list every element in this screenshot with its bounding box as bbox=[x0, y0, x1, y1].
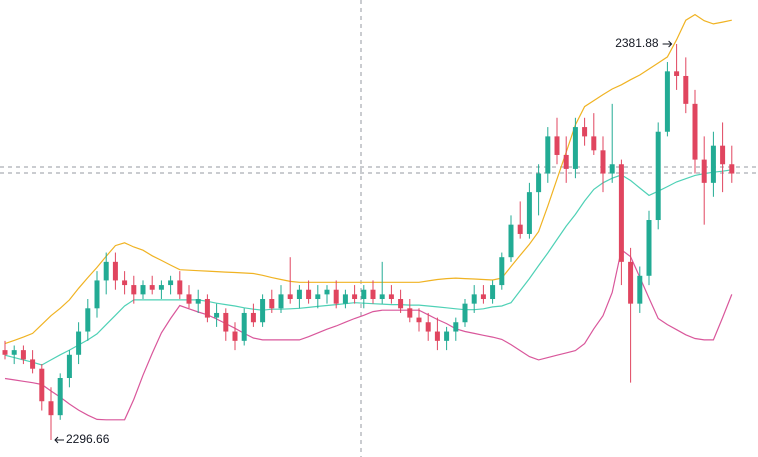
low-label: 2296.66 bbox=[66, 432, 110, 446]
candle-body bbox=[582, 127, 588, 137]
candle-body bbox=[637, 275, 643, 304]
candle-body bbox=[352, 294, 358, 300]
candle-body bbox=[361, 289, 367, 300]
candle-body bbox=[260, 299, 266, 323]
candle-body bbox=[591, 136, 597, 151]
candle-body bbox=[480, 294, 486, 300]
candle-body bbox=[103, 261, 109, 281]
candle-body bbox=[370, 289, 376, 300]
band-line bbox=[4, 248, 733, 421]
candle-body bbox=[315, 294, 321, 300]
candle-body bbox=[692, 103, 698, 160]
candle-body bbox=[379, 294, 385, 300]
candle-body bbox=[158, 285, 164, 290]
candle-body bbox=[434, 331, 440, 341]
candle-body bbox=[168, 280, 174, 286]
candle-body bbox=[453, 322, 459, 332]
candle-body bbox=[296, 289, 302, 300]
candle-body bbox=[545, 136, 551, 174]
candle-body bbox=[720, 145, 726, 165]
candle-body bbox=[85, 308, 91, 332]
low-arrow bbox=[54, 436, 64, 444]
candle-body bbox=[462, 303, 468, 323]
candle-body bbox=[425, 322, 431, 332]
candle-body bbox=[416, 317, 422, 323]
candle-body bbox=[618, 164, 624, 262]
candle-body bbox=[223, 312, 229, 332]
candle-body bbox=[526, 192, 532, 234]
candle-body bbox=[628, 261, 634, 304]
candle-body bbox=[572, 127, 578, 169]
candle-body bbox=[517, 224, 523, 234]
candle-body bbox=[683, 75, 689, 104]
candle-body bbox=[729, 164, 735, 174]
candle-body bbox=[536, 173, 542, 193]
candle-body bbox=[39, 368, 45, 402]
candle-body bbox=[490, 285, 496, 300]
candle-body bbox=[140, 285, 146, 295]
candle-body bbox=[131, 285, 137, 295]
candle-body bbox=[278, 294, 284, 309]
candle-body bbox=[122, 280, 128, 286]
candle-body bbox=[600, 150, 606, 174]
band-line bbox=[4, 169, 732, 366]
candle-body bbox=[112, 261, 118, 281]
high-arrow bbox=[662, 40, 673, 48]
candle-body bbox=[324, 289, 330, 295]
candle-body bbox=[655, 131, 661, 221]
candle-body bbox=[563, 154, 569, 169]
candle-body bbox=[508, 224, 514, 258]
candle-body bbox=[2, 350, 8, 355]
candle-body bbox=[398, 299, 404, 309]
candle-body bbox=[306, 289, 312, 300]
candle-body bbox=[710, 145, 716, 183]
candle-body bbox=[609, 164, 615, 174]
candle-body bbox=[674, 71, 680, 76]
candle-body bbox=[250, 312, 256, 323]
candle-body bbox=[646, 220, 652, 276]
high-label: 2381.88 bbox=[615, 36, 659, 50]
candle-body bbox=[664, 71, 670, 132]
candle-body bbox=[177, 280, 183, 295]
candle-body bbox=[11, 350, 17, 355]
candle-body bbox=[444, 331, 450, 341]
candle-body bbox=[471, 294, 477, 304]
candle-body bbox=[333, 289, 339, 304]
candle-body bbox=[20, 350, 26, 360]
candle-body bbox=[76, 331, 82, 355]
candle-body bbox=[204, 299, 210, 318]
candle-body bbox=[287, 294, 293, 300]
candle-body bbox=[48, 401, 54, 416]
candle-body bbox=[232, 331, 238, 341]
candle-body bbox=[195, 299, 201, 304]
candle-body bbox=[30, 359, 36, 369]
candle-body bbox=[269, 299, 275, 309]
candle-body bbox=[701, 159, 707, 183]
candle-body bbox=[149, 285, 155, 290]
candle-body bbox=[554, 136, 560, 155]
candle-body bbox=[214, 312, 220, 318]
candle-body bbox=[407, 308, 413, 318]
candle-body bbox=[94, 280, 100, 309]
candle-body bbox=[342, 294, 348, 304]
candle-body bbox=[66, 354, 72, 379]
candle-body bbox=[241, 312, 247, 341]
candle-body bbox=[499, 257, 505, 286]
band-line bbox=[4, 13, 732, 345]
candle-body bbox=[57, 378, 63, 416]
candle-body bbox=[388, 294, 394, 300]
candle-body bbox=[186, 294, 192, 304]
